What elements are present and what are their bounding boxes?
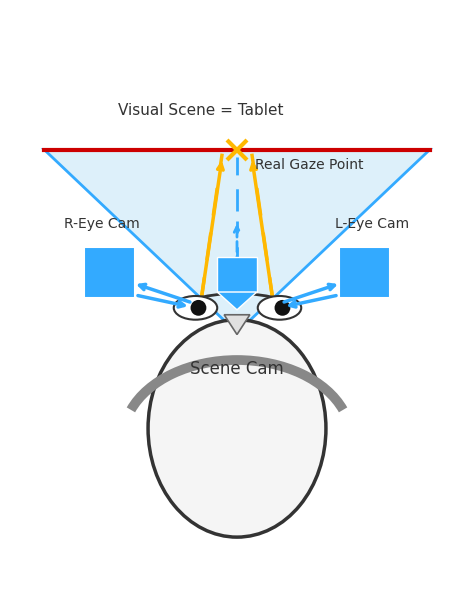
Text: R-Eye Cam: R-Eye Cam bbox=[64, 217, 139, 231]
Circle shape bbox=[191, 300, 206, 316]
Text: L-Eye Cam: L-Eye Cam bbox=[335, 217, 410, 231]
Ellipse shape bbox=[148, 320, 326, 537]
Text: Real Gaze Point: Real Gaze Point bbox=[255, 157, 363, 171]
Circle shape bbox=[274, 300, 291, 316]
Polygon shape bbox=[44, 150, 430, 333]
Polygon shape bbox=[224, 315, 250, 335]
Bar bbox=[84, 247, 135, 298]
Bar bbox=[339, 247, 390, 298]
Polygon shape bbox=[217, 292, 257, 310]
Ellipse shape bbox=[258, 296, 301, 320]
Text: Visual Scene = Tablet: Visual Scene = Tablet bbox=[118, 102, 283, 118]
Bar bbox=[217, 257, 257, 292]
Ellipse shape bbox=[174, 296, 217, 320]
Text: Scene Cam: Scene Cam bbox=[190, 360, 284, 378]
